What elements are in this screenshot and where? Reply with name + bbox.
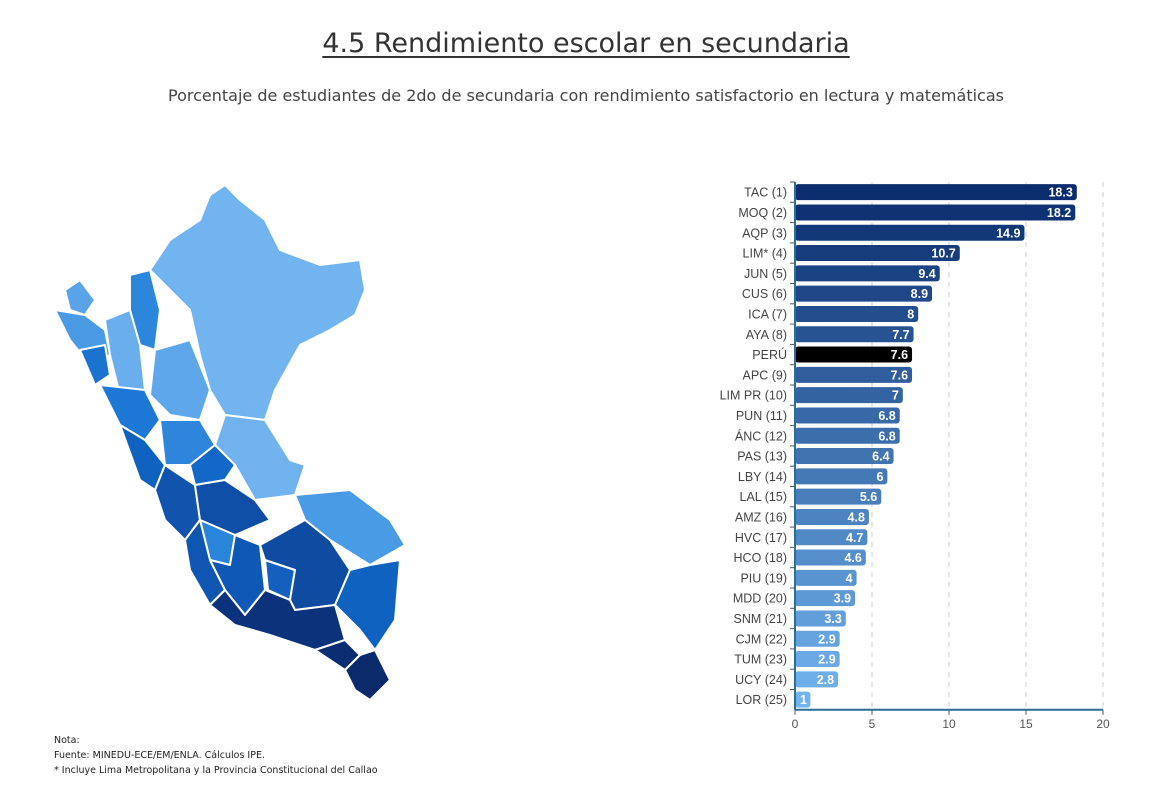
category-label: HCO (18) bbox=[734, 551, 787, 565]
value-label: 2.8 bbox=[817, 673, 834, 687]
bar bbox=[795, 265, 940, 282]
category-label: PUN (11) bbox=[736, 409, 787, 423]
category-label: PERÚ bbox=[752, 347, 787, 362]
category-label: AYA (8) bbox=[746, 328, 787, 342]
page-subtitle: Porcentaje de estudiantes de 2do de secu… bbox=[168, 86, 1004, 105]
value-label: 4.7 bbox=[846, 531, 863, 545]
value-label: 7 bbox=[892, 389, 899, 403]
bar bbox=[795, 387, 903, 404]
category-label: UCY (24) bbox=[735, 673, 787, 687]
bar bbox=[795, 326, 914, 343]
bar bbox=[795, 651, 840, 668]
bar bbox=[795, 366, 913, 383]
value-label: 7.7 bbox=[892, 328, 909, 342]
page-title: 4.5 Rendimiento escolar en secundaria bbox=[322, 28, 850, 59]
category-label: APC (9) bbox=[743, 368, 787, 382]
x-tick-label: 10 bbox=[942, 717, 956, 731]
value-label: 18.2 bbox=[1047, 206, 1071, 220]
notes: Nota: Fuente: MINEDU-ECE/EM/ENLA. Cálcul… bbox=[54, 733, 378, 778]
notes-label: Nota: bbox=[54, 735, 80, 746]
bar bbox=[795, 224, 1025, 241]
bar bbox=[795, 590, 856, 607]
value-label: 14.9 bbox=[996, 226, 1020, 240]
category-label: LAL (15) bbox=[740, 490, 787, 504]
value-label: 8 bbox=[907, 307, 914, 321]
region-tumbes[interactable] bbox=[64, 279, 96, 316]
value-label: 18.3 bbox=[1048, 186, 1072, 200]
bar bbox=[795, 184, 1077, 201]
bar bbox=[795, 488, 882, 505]
region-puno[interactable] bbox=[334, 559, 401, 651]
value-label: 6 bbox=[876, 470, 883, 484]
value-label: 7.6 bbox=[891, 368, 908, 382]
bar bbox=[795, 468, 888, 485]
category-label: TUM (23) bbox=[734, 653, 787, 667]
category-label: JUN (5) bbox=[744, 267, 787, 281]
bar bbox=[795, 569, 857, 586]
bar bbox=[795, 305, 919, 322]
value-label: 6.8 bbox=[878, 429, 895, 443]
region-pasco[interactable] bbox=[189, 444, 236, 486]
bar bbox=[795, 610, 846, 627]
category-label: LIM PR (10) bbox=[720, 389, 787, 403]
category-label: ÁNC (12) bbox=[735, 428, 787, 443]
category-label: CUS (6) bbox=[742, 287, 787, 301]
bar bbox=[795, 691, 811, 708]
value-label: 3.3 bbox=[824, 612, 841, 626]
category-label: HVC (17) bbox=[735, 531, 787, 545]
value-label: 2.9 bbox=[818, 653, 835, 667]
region-lambayeque[interactable] bbox=[79, 344, 111, 386]
value-label: 10.7 bbox=[931, 247, 955, 261]
bar bbox=[795, 508, 869, 525]
category-label: ICA (7) bbox=[748, 307, 787, 321]
value-label: 6.8 bbox=[878, 409, 895, 423]
notes-source: Fuente: MINEDU-ECE/EM/ENLA. Cálculos IPE… bbox=[54, 750, 265, 761]
peru-choropleth-map bbox=[54, 184, 406, 701]
bar bbox=[795, 346, 913, 363]
value-label: 3.9 bbox=[834, 592, 851, 606]
region-tacna[interactable] bbox=[344, 649, 391, 701]
value-label: 2.9 bbox=[818, 632, 835, 646]
value-label: 7.6 bbox=[891, 348, 908, 362]
bar bbox=[795, 630, 840, 647]
bar bbox=[795, 549, 866, 566]
bar bbox=[795, 427, 900, 444]
value-label: 6.4 bbox=[872, 450, 889, 464]
value-label: 1 bbox=[800, 693, 807, 707]
bar bbox=[795, 285, 933, 302]
category-label: AMZ (16) bbox=[735, 510, 787, 524]
value-label: 4.6 bbox=[844, 551, 861, 565]
x-tick-label: 20 bbox=[1096, 717, 1110, 731]
category-label: LBY (14) bbox=[738, 470, 787, 484]
category-label: CJM (22) bbox=[736, 632, 787, 646]
value-label: 5.6 bbox=[860, 490, 877, 504]
bar bbox=[795, 204, 1076, 221]
region-la-libertad[interactable] bbox=[99, 384, 161, 441]
value-label: 9.4 bbox=[918, 267, 935, 281]
bar bbox=[795, 245, 960, 262]
category-label: LIM* (4) bbox=[743, 247, 787, 261]
category-label: LOR (25) bbox=[736, 693, 787, 707]
region-arequipa[interactable] bbox=[209, 589, 346, 651]
x-tick-label: 0 bbox=[792, 717, 799, 731]
bar bbox=[795, 407, 900, 424]
category-label: AQP (3) bbox=[742, 226, 787, 240]
region-loreto[interactable] bbox=[149, 184, 366, 421]
category-label: TAC (1) bbox=[744, 186, 787, 200]
category-label: PIU (19) bbox=[740, 571, 787, 585]
x-tick-label: 15 bbox=[1019, 717, 1033, 731]
bar bbox=[795, 671, 839, 688]
category-label: PAS (13) bbox=[737, 450, 787, 464]
category-label: SNM (21) bbox=[734, 612, 787, 626]
value-label: 8.9 bbox=[911, 287, 928, 301]
x-tick-label: 5 bbox=[869, 717, 876, 731]
category-label: MDD (20) bbox=[733, 592, 787, 606]
notes-footnote: * Incluye Lima Metropolitana y la Provin… bbox=[54, 765, 378, 776]
value-label: 4 bbox=[846, 571, 853, 585]
value-label: 4.8 bbox=[848, 510, 865, 524]
bar bbox=[795, 448, 894, 465]
bar bbox=[795, 529, 868, 546]
category-label: MOQ (2) bbox=[738, 206, 787, 220]
